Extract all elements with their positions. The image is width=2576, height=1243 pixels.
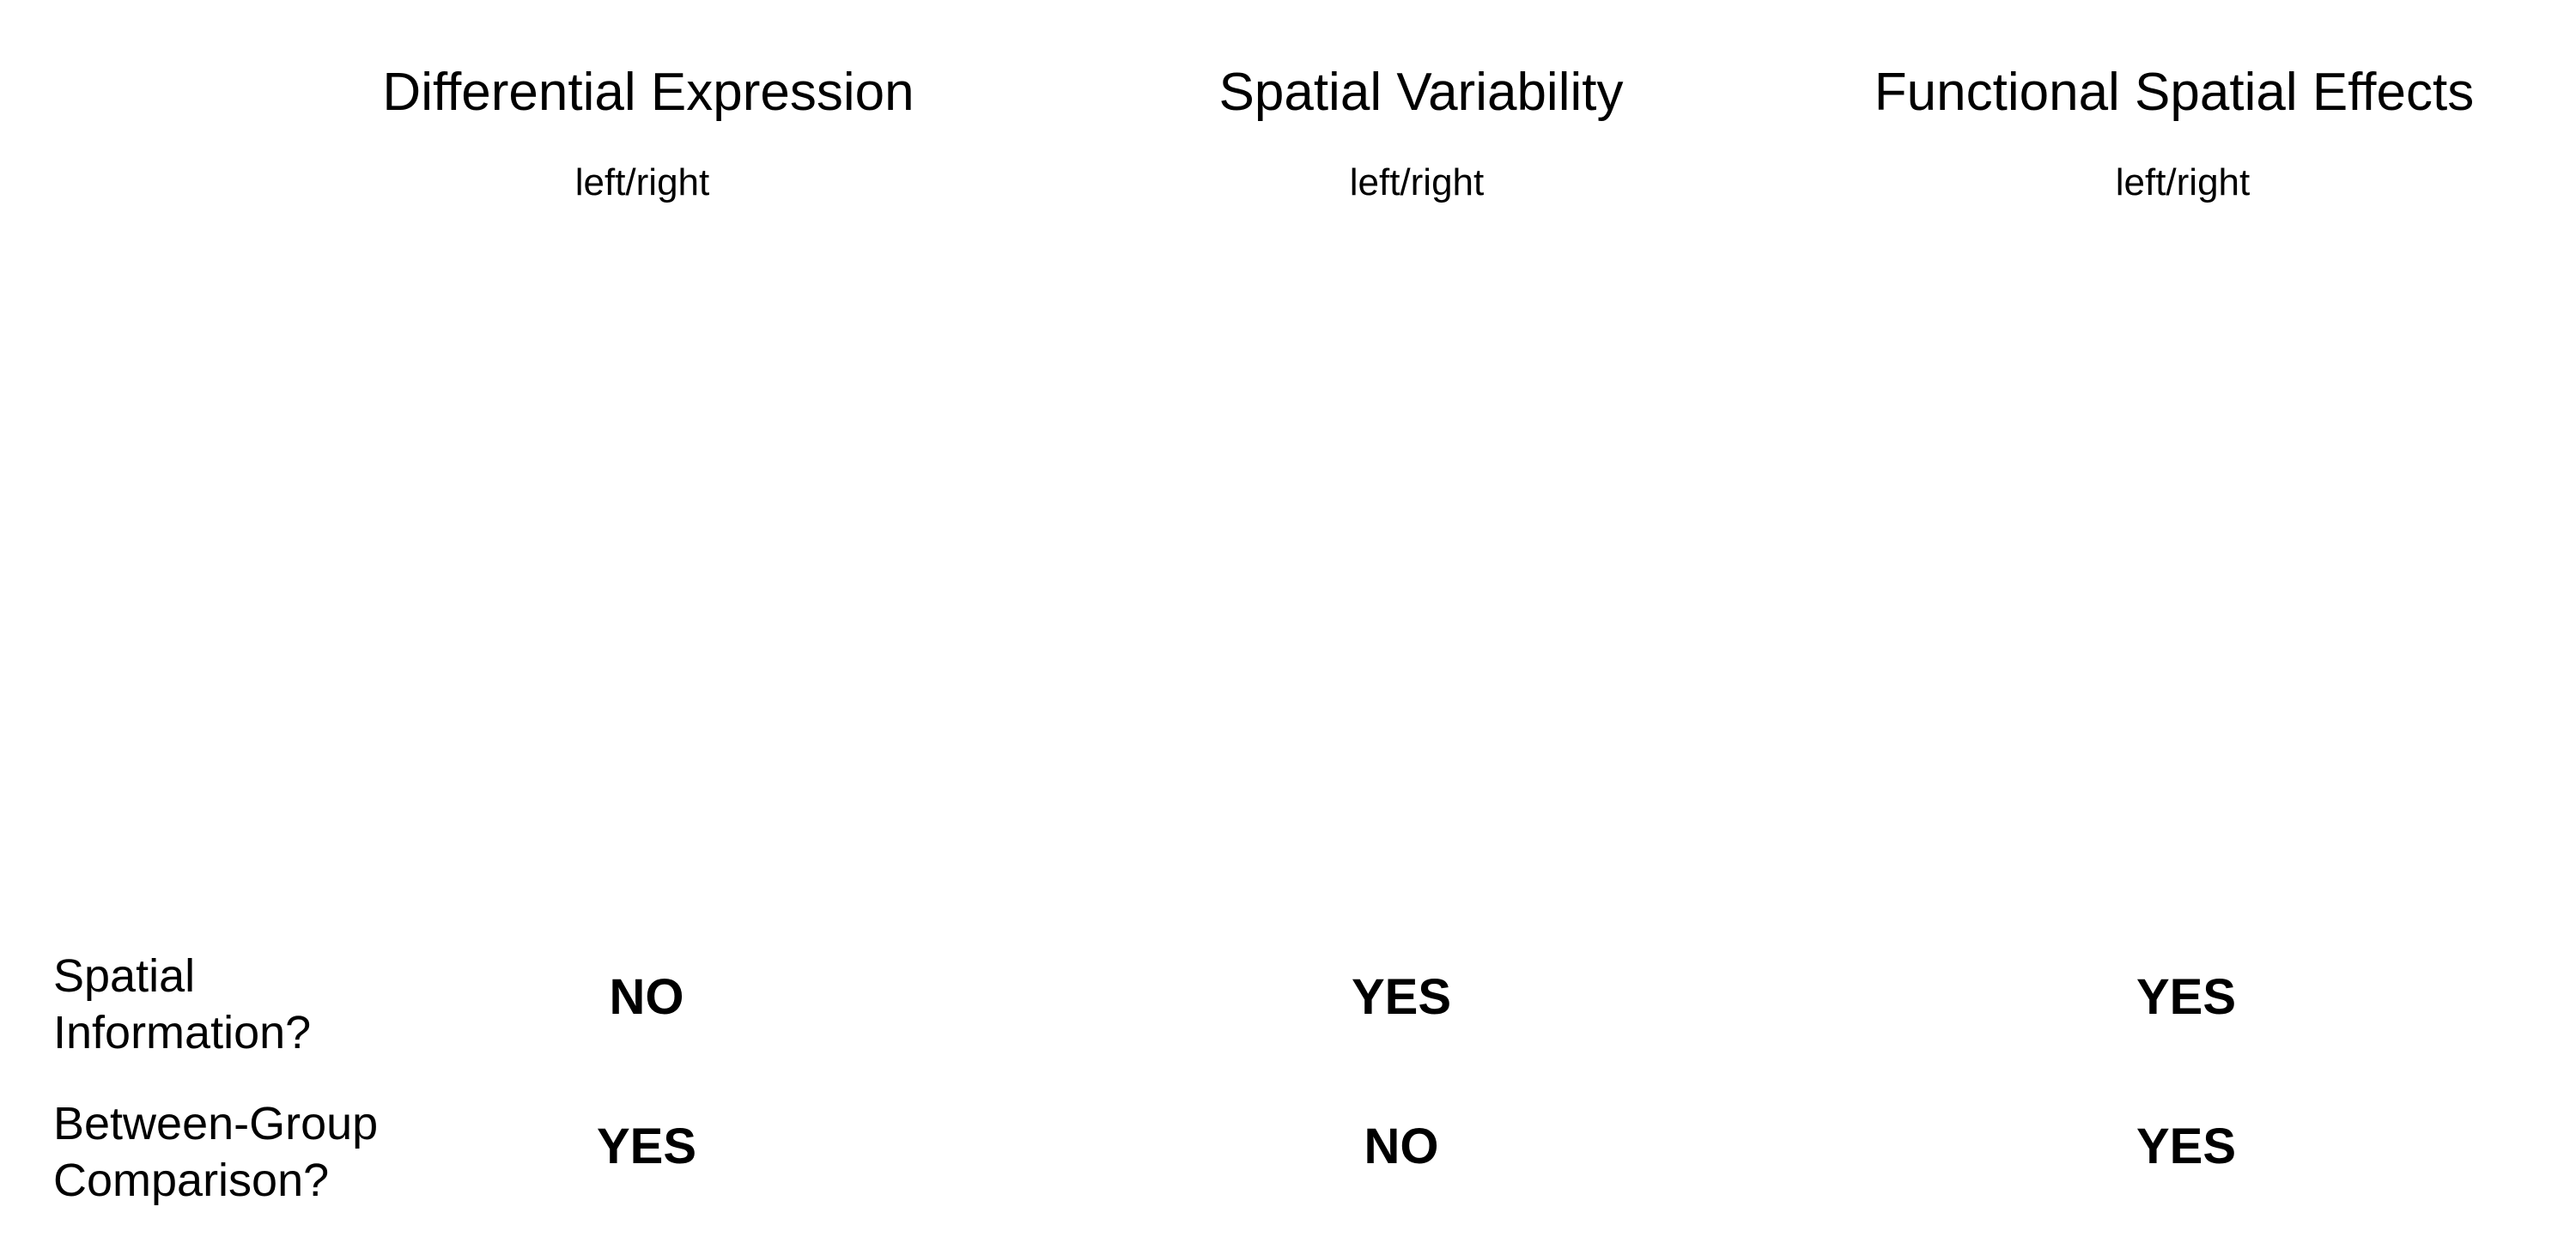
answer-between-group-col1: YES	[596, 1119, 697, 1174]
row-label-between-group-comparison: Between-Group Comparison?	[53, 1098, 379, 1206]
answer-between-group-col3: YES	[2136, 1119, 2237, 1174]
answer-between-group-col2: NO	[1364, 1119, 1439, 1174]
row-label-spatial-information: Spatial Information?	[53, 950, 312, 1058]
column-title-functional-spatial-effects: Functional Spatial Effects	[1874, 63, 2475, 122]
column-title-spatial-variability: Spatial Variability	[1218, 63, 1624, 122]
answer-spatial-info-col3: YES	[2136, 969, 2237, 1025]
direction-label: left/right	[1349, 161, 1485, 203]
answer-spatial-info-col2: YES	[1351, 969, 1452, 1025]
column-title-differential-expression: Differential Expression	[382, 63, 914, 122]
direction-label: left/right	[574, 161, 710, 203]
answer-spatial-info-col1: NO	[609, 969, 684, 1025]
direction-label: left/right	[2115, 161, 2251, 203]
